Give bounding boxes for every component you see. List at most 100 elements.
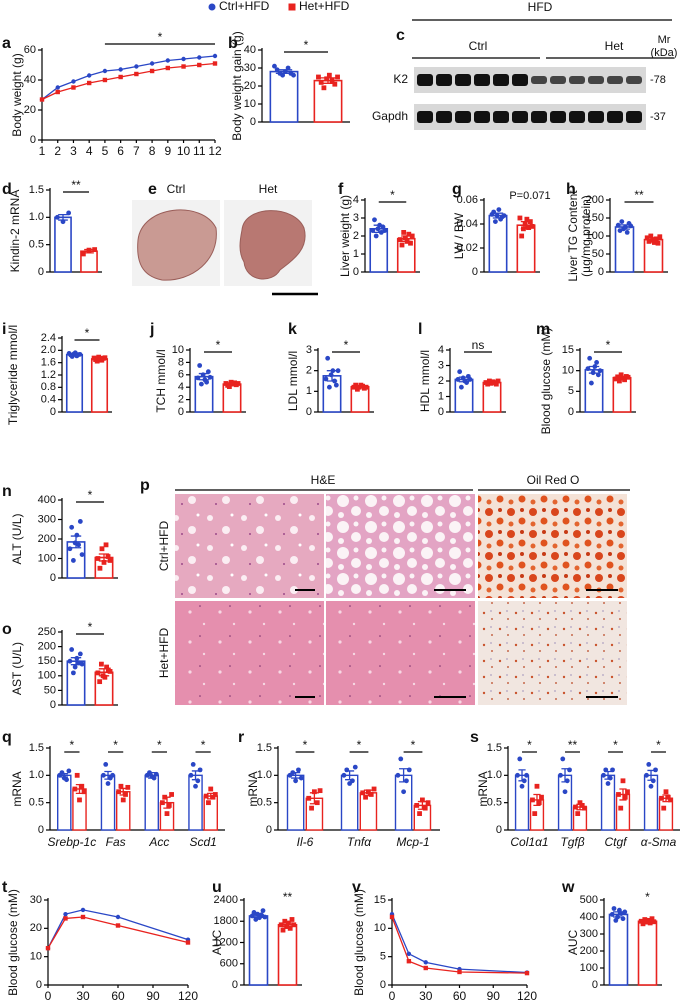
y-tick-label: 30: [30, 894, 42, 906]
data-point: [120, 797, 126, 803]
data-point: [517, 756, 523, 762]
data-point: [103, 762, 109, 767]
data-point: [605, 781, 611, 786]
data-point: [324, 76, 330, 82]
y-axis-label: Body weight (g): [10, 53, 24, 136]
x-tick-label: 5: [102, 144, 109, 158]
data-point: [352, 764, 358, 770]
panel-letter: h: [566, 181, 576, 198]
data-point: [280, 927, 286, 933]
data-point: [397, 237, 403, 242]
error-bar: [619, 788, 627, 801]
y-tick-label: 1.5: [29, 184, 44, 196]
data-point: [54, 214, 60, 220]
data-point: [39, 97, 45, 102]
data-point: [92, 247, 98, 252]
data-point: [609, 912, 615, 917]
data-point: [134, 64, 139, 69]
y-tick-label: 5: [568, 385, 574, 397]
y-tick-label: 50: [592, 248, 604, 260]
data-point: [235, 381, 241, 386]
data-point: [515, 772, 520, 778]
data-point: [616, 792, 621, 797]
error-bar: [373, 224, 384, 234]
bar: [658, 797, 674, 831]
data-point: [116, 789, 122, 795]
data-point: [66, 768, 72, 774]
panel-letter: r: [238, 729, 244, 746]
y-tick-label: 0: [598, 266, 604, 278]
significance-label: **: [71, 178, 81, 192]
error-bar: [616, 375, 628, 380]
data-point: [422, 805, 428, 811]
data-point: [646, 762, 652, 767]
y-tick-label: 100: [38, 552, 56, 564]
data-point: [616, 378, 622, 384]
data-point: [197, 363, 203, 368]
micrograph: [326, 601, 475, 705]
y-tick-label: 300: [580, 928, 598, 940]
panel-letter: b: [228, 35, 238, 52]
data-point: [203, 793, 209, 799]
y-axis-label: TCH mmol/l: [154, 349, 168, 412]
blot-band: [493, 74, 509, 86]
data-point: [181, 64, 186, 69]
bar: [369, 228, 389, 273]
bar: [612, 376, 632, 413]
data-point: [335, 368, 341, 374]
data-point: [619, 219, 625, 225]
y-tick-label: 5: [380, 951, 386, 963]
y-tick-label: 0: [36, 979, 42, 991]
x-tick-label: 30: [76, 989, 90, 1002]
y-tick-label: 200: [38, 641, 56, 653]
data-point: [419, 797, 425, 803]
y-tick-label: 600: [220, 958, 238, 970]
data-point: [55, 85, 60, 90]
error-bar: [104, 770, 112, 780]
error-bar: [642, 919, 653, 924]
legend-marker: [288, 3, 296, 11]
data-point: [399, 242, 405, 248]
blot-band: [455, 111, 471, 123]
y-axis-label: Liver TG Content: [566, 190, 580, 282]
data-point: [94, 358, 100, 364]
blot-marker: -78: [650, 74, 666, 86]
data-point: [159, 800, 165, 806]
x-tick-label: 90: [487, 989, 501, 1002]
blot-band: [626, 76, 642, 84]
y-axis-label: Liver weight (g): [338, 195, 352, 277]
data-point: [64, 777, 69, 783]
data-point: [81, 789, 87, 795]
y-axis-label: Body weight gain (g): [230, 31, 244, 140]
x-tick-label: 1: [39, 144, 46, 158]
data-point: [63, 911, 68, 917]
x-tick-label: 8: [149, 144, 156, 158]
y-axis-label: (µg/mg protein): [579, 195, 593, 277]
y-tick-label: 1: [438, 390, 444, 402]
liver: [137, 209, 217, 281]
data-point: [115, 923, 121, 928]
data-point: [102, 674, 108, 680]
data-point: [125, 784, 131, 790]
y-axis-label: mRNA: [476, 771, 490, 806]
y-tick-label: 10: [562, 365, 574, 377]
y-tick-label: 0.04: [457, 218, 478, 230]
data-point: [363, 384, 369, 390]
data-point: [149, 68, 155, 74]
photo-label: Ctrl: [167, 182, 186, 196]
series-line: [391, 913, 528, 974]
panel-letter: e: [148, 181, 157, 198]
data-point: [625, 374, 631, 380]
blot-band: [588, 76, 604, 84]
bar: [394, 774, 413, 831]
data-point: [341, 772, 347, 778]
error-bar: [326, 370, 338, 382]
data-point: [577, 800, 583, 806]
panel-letter: u: [212, 879, 222, 896]
data-point: [278, 922, 284, 928]
data-point: [212, 53, 218, 59]
data-point: [622, 909, 628, 915]
data-point: [522, 221, 528, 227]
data-point: [79, 783, 85, 789]
panel-letter: p: [140, 477, 150, 494]
